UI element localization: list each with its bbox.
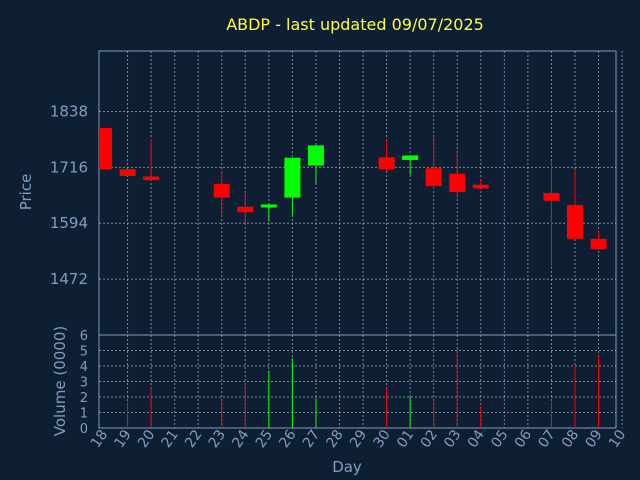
candle-body	[543, 193, 560, 201]
candle-body	[213, 183, 230, 198]
candle-layer	[99, 127, 607, 267]
x-tick-label: 24	[229, 427, 252, 451]
price-tick-label: 1472	[50, 270, 88, 288]
x-axis-label: Day	[332, 458, 362, 476]
candle-body	[99, 127, 112, 170]
x-tick-label: 09	[582, 427, 605, 451]
x-tick-label: 08	[559, 427, 582, 451]
x-tick-label: 05	[488, 427, 511, 451]
candle-body	[472, 184, 489, 189]
x-tick-label: 18	[88, 427, 111, 451]
chart-title: ABDP - last updated 09/07/2025	[226, 15, 484, 34]
x-tick-label: 07	[535, 427, 558, 451]
candle-body	[402, 155, 419, 161]
x-tick-label: 04	[465, 427, 488, 451]
volume-tick-label: 6	[80, 329, 88, 344]
price-tick-label: 1838	[50, 102, 88, 120]
x-tick-label: 03	[441, 427, 464, 451]
x-tick-label: 23	[206, 427, 229, 451]
volume-axis-label: Volume (0000)	[51, 326, 69, 436]
volume-tick-label: 5	[80, 345, 88, 360]
candle-body	[237, 206, 254, 213]
candle-body	[307, 145, 324, 166]
volume-tick-label: 3	[80, 376, 88, 391]
candle-body	[378, 157, 395, 170]
x-tick-label: 01	[394, 427, 417, 451]
candle-body	[260, 204, 277, 208]
candle-body	[590, 238, 607, 249]
candle-body	[425, 168, 442, 187]
x-tick-label: 30	[371, 427, 394, 451]
volume-tick-label: 1	[80, 407, 88, 422]
volume-tick-label: 2	[80, 391, 88, 406]
y-axis-label: Price	[17, 174, 35, 211]
candle-body	[284, 157, 301, 198]
price-panel	[98, 50, 617, 336]
candle-body	[143, 176, 160, 181]
tick-layer: 18 19 20 21 22 23 24 25 26 27 28 29 30 01 02 03 04 05 06 07…	[50, 102, 630, 450]
x-tick-label: 25	[253, 427, 276, 451]
candle-body	[119, 169, 136, 177]
x-tick-label: 28	[323, 427, 346, 451]
volume-tick-label: 4	[80, 360, 88, 375]
x-tick-label: 02	[418, 427, 441, 451]
volume-tick-label: 0	[80, 422, 88, 437]
grid-layer	[99, 51, 623, 428]
price-tick-label: 1716	[50, 158, 88, 176]
x-tick-label: 21	[159, 427, 182, 451]
x-tick-label: 06	[512, 427, 535, 451]
x-tick-label: 20	[135, 427, 158, 451]
x-tick-label: 10	[606, 427, 629, 451]
x-tick-label: 19	[111, 427, 134, 451]
candle-body	[449, 173, 466, 193]
x-tick-label: 22	[182, 427, 205, 451]
x-tick-label: 26	[276, 427, 299, 451]
price-tick-label: 1594	[50, 214, 88, 232]
candle-body	[567, 204, 583, 239]
x-tick-label: 29	[347, 427, 370, 451]
x-tick-label: 27	[300, 427, 323, 451]
volume-layer	[127, 348, 600, 428]
